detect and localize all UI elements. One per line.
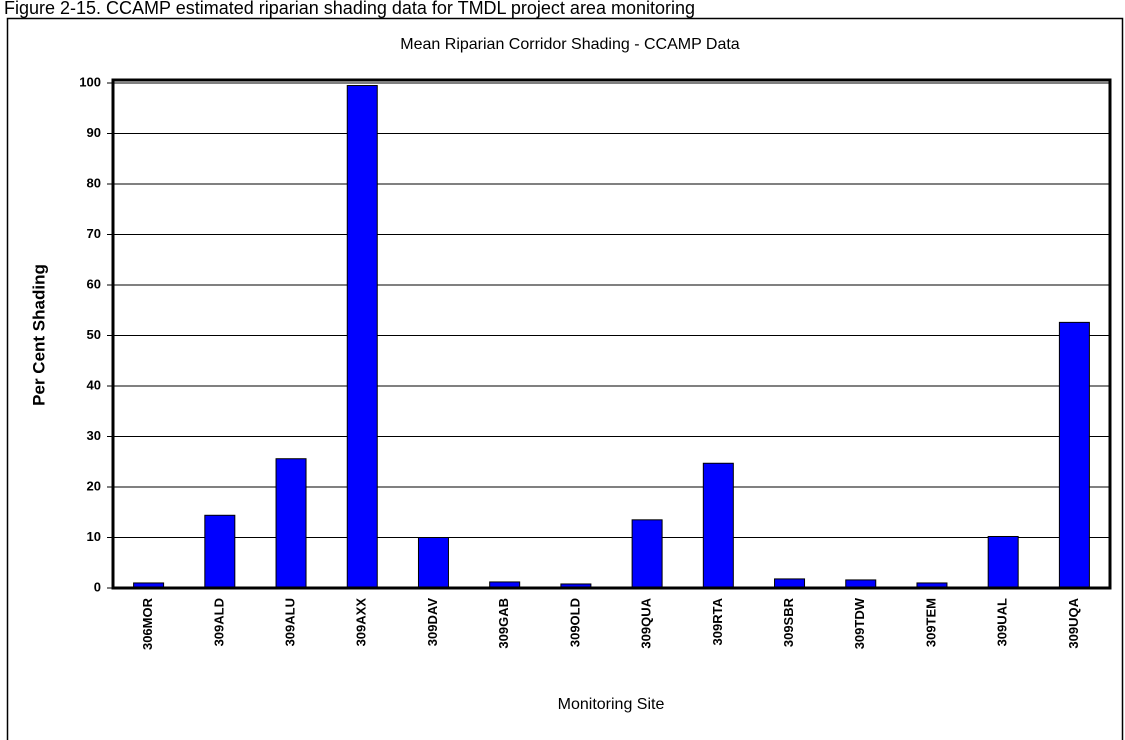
x-tick-label: 309AXX bbox=[354, 598, 369, 647]
x-tick-label: 309GAB bbox=[496, 598, 511, 649]
y-tick-label: 50 bbox=[87, 327, 101, 342]
x-tick-label: 309QUA bbox=[639, 597, 654, 648]
bar bbox=[987, 535, 1019, 589]
bar bbox=[346, 85, 378, 589]
y-tick-label: 20 bbox=[87, 478, 101, 493]
caption: Figure 2-15. CCAMP estimated riparian sh… bbox=[4, 0, 695, 18]
bar bbox=[702, 462, 734, 589]
y-tick-label: 10 bbox=[87, 529, 101, 544]
x-tick-label: 309UQA bbox=[1066, 597, 1081, 648]
y-axis-label: Per Cent Shading bbox=[29, 264, 48, 406]
y-tick-label: 80 bbox=[87, 175, 101, 190]
chart-title: Mean Riparian Corridor Shading - CCAMP D… bbox=[400, 36, 740, 53]
y-tick-label: 30 bbox=[87, 428, 101, 443]
x-tick-label: 309ALD bbox=[211, 598, 226, 646]
bar bbox=[204, 514, 236, 589]
chart-frame bbox=[6, 17, 1124, 740]
x-tick-label: 309SBR bbox=[781, 597, 796, 647]
x-tick-label: 309OLD bbox=[567, 598, 582, 647]
bar bbox=[417, 537, 449, 589]
bar bbox=[1058, 321, 1090, 589]
x-tick-label: 309UAL bbox=[995, 598, 1010, 646]
y-tick-label: 60 bbox=[87, 276, 101, 291]
y-tick-label: 90 bbox=[87, 125, 101, 140]
x-tick-label: 306MOR bbox=[140, 597, 155, 650]
x-tick-label: 309ALU bbox=[282, 598, 297, 646]
y-tick-label: 70 bbox=[87, 226, 101, 241]
x-tick-label: 309TEM bbox=[923, 598, 938, 647]
y-tick-label: 40 bbox=[87, 377, 101, 392]
x-axis-label: Monitoring Site bbox=[558, 696, 665, 713]
bar bbox=[275, 458, 307, 589]
x-tick-label: 309DAV bbox=[425, 598, 440, 647]
bar bbox=[631, 519, 663, 589]
x-tick-label: 309RTA bbox=[710, 597, 725, 645]
y-tick-label: 100 bbox=[79, 74, 101, 89]
y-tick-label: 0 bbox=[94, 579, 101, 594]
plot-frame bbox=[111, 78, 1112, 590]
x-tick-label: 309TDW bbox=[852, 597, 867, 649]
